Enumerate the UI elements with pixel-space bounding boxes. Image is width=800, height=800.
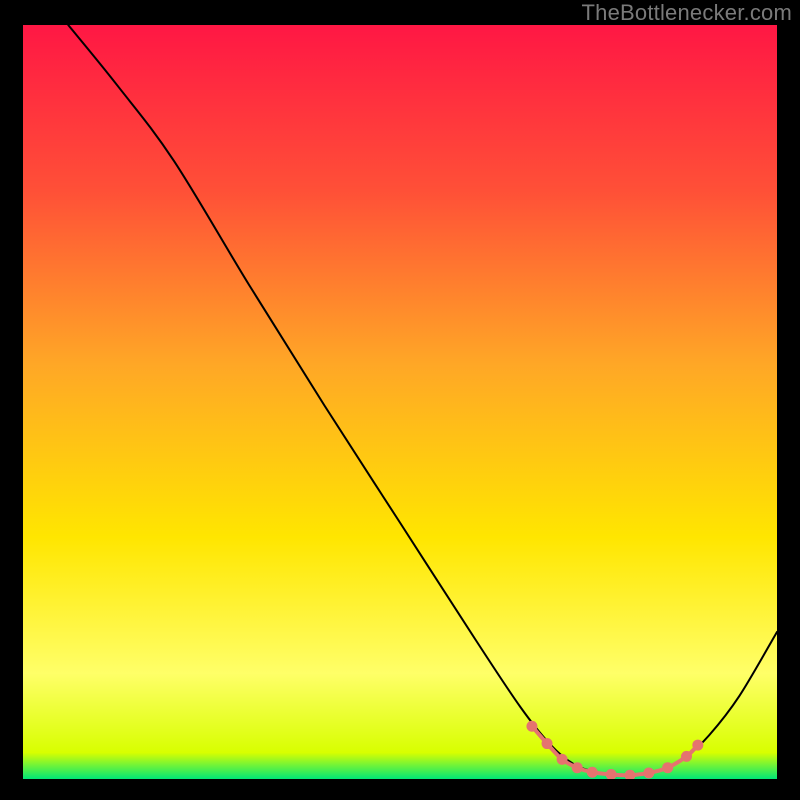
sweet-spot-marker	[681, 751, 692, 762]
gradient-background	[23, 25, 777, 779]
sweet-spot-marker	[542, 738, 553, 749]
sweet-spot-marker	[526, 721, 537, 732]
sweet-spot-marker	[557, 754, 568, 765]
sweet-spot-marker	[587, 767, 598, 778]
chart-plot-area	[23, 25, 777, 779]
sweet-spot-marker	[572, 762, 583, 773]
sweet-spot-marker	[643, 767, 654, 778]
bottleneck-curve-chart	[23, 25, 777, 779]
sweet-spot-marker	[692, 740, 703, 751]
watermark-text: TheBottlenecker.com	[582, 0, 792, 26]
sweet-spot-marker	[662, 762, 673, 773]
